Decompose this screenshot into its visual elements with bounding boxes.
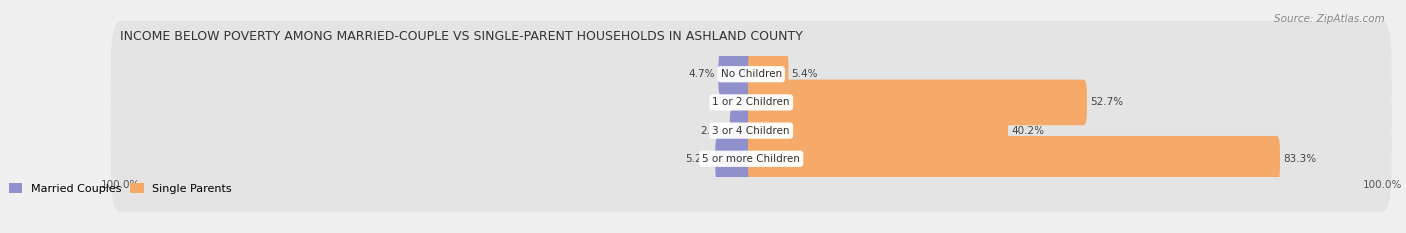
Text: 1.3%: 1.3% bbox=[710, 97, 737, 107]
Text: 1 or 2 Children: 1 or 2 Children bbox=[713, 97, 790, 107]
Text: 2.9%: 2.9% bbox=[700, 126, 727, 136]
Text: Source: ZipAtlas.com: Source: ZipAtlas.com bbox=[1274, 14, 1385, 24]
Text: No Children: No Children bbox=[721, 69, 782, 79]
Text: 52.7%: 52.7% bbox=[1090, 97, 1123, 107]
Text: 83.3%: 83.3% bbox=[1284, 154, 1316, 164]
Text: 4.7%: 4.7% bbox=[689, 69, 716, 79]
FancyBboxPatch shape bbox=[740, 80, 755, 125]
Text: 3 or 4 Children: 3 or 4 Children bbox=[713, 126, 790, 136]
Text: 5 or more Children: 5 or more Children bbox=[703, 154, 800, 164]
FancyBboxPatch shape bbox=[730, 108, 755, 153]
FancyBboxPatch shape bbox=[111, 106, 1392, 212]
Text: 5.2%: 5.2% bbox=[686, 154, 711, 164]
FancyBboxPatch shape bbox=[111, 49, 1392, 156]
Text: 5.4%: 5.4% bbox=[792, 69, 818, 79]
FancyBboxPatch shape bbox=[748, 80, 1087, 125]
FancyBboxPatch shape bbox=[716, 136, 755, 182]
FancyBboxPatch shape bbox=[748, 136, 1279, 182]
Text: 40.2%: 40.2% bbox=[1011, 126, 1045, 136]
FancyBboxPatch shape bbox=[111, 77, 1392, 184]
FancyBboxPatch shape bbox=[748, 108, 1008, 153]
FancyBboxPatch shape bbox=[748, 51, 789, 97]
FancyBboxPatch shape bbox=[111, 21, 1392, 127]
FancyBboxPatch shape bbox=[718, 51, 755, 97]
Legend: Married Couples, Single Parents: Married Couples, Single Parents bbox=[4, 179, 236, 198]
Text: INCOME BELOW POVERTY AMONG MARRIED-COUPLE VS SINGLE-PARENT HOUSEHOLDS IN ASHLAND: INCOME BELOW POVERTY AMONG MARRIED-COUPL… bbox=[121, 30, 803, 43]
